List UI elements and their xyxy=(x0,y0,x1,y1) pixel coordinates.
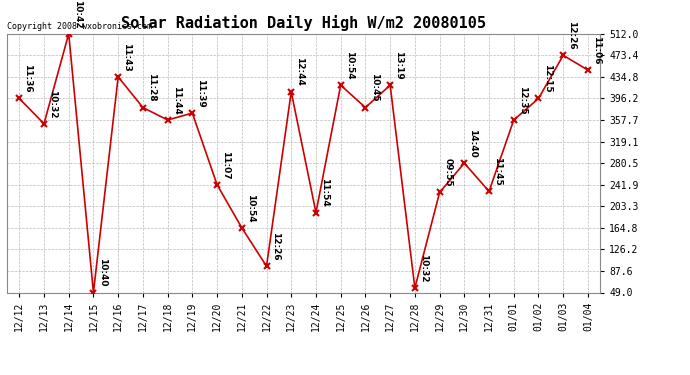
Text: 10:45: 10:45 xyxy=(370,74,379,102)
Text: 10:54: 10:54 xyxy=(345,51,354,80)
Text: 14:40: 14:40 xyxy=(469,129,477,158)
Text: 12:26: 12:26 xyxy=(567,21,576,50)
Text: 10:42: 10:42 xyxy=(73,0,82,28)
Text: 11:28: 11:28 xyxy=(147,74,156,102)
Text: 09:55: 09:55 xyxy=(444,158,453,187)
Text: 11:36: 11:36 xyxy=(23,64,32,93)
Text: 12:35: 12:35 xyxy=(518,86,527,114)
Text: 11:54: 11:54 xyxy=(320,178,329,207)
Text: 11:06: 11:06 xyxy=(592,36,601,64)
Text: 11:44: 11:44 xyxy=(172,86,181,114)
Text: 11:45: 11:45 xyxy=(493,157,502,186)
Text: 10:32: 10:32 xyxy=(48,90,57,118)
Text: 12:26: 12:26 xyxy=(270,232,279,261)
Text: 11:43: 11:43 xyxy=(122,43,131,71)
Text: 12:15: 12:15 xyxy=(542,64,551,93)
Text: 11:07: 11:07 xyxy=(221,150,230,179)
Text: 10:40: 10:40 xyxy=(97,258,106,287)
Text: 12:44: 12:44 xyxy=(295,57,304,86)
Text: 13:19: 13:19 xyxy=(394,51,403,80)
Text: Copyright 2008 wxobronics.com: Copyright 2008 wxobronics.com xyxy=(7,22,152,31)
Text: 10:54: 10:54 xyxy=(246,194,255,222)
Title: Solar Radiation Daily High W/m2 20080105: Solar Radiation Daily High W/m2 20080105 xyxy=(121,15,486,31)
Text: 11:39: 11:39 xyxy=(197,79,206,108)
Text: 10:32: 10:32 xyxy=(419,254,428,282)
